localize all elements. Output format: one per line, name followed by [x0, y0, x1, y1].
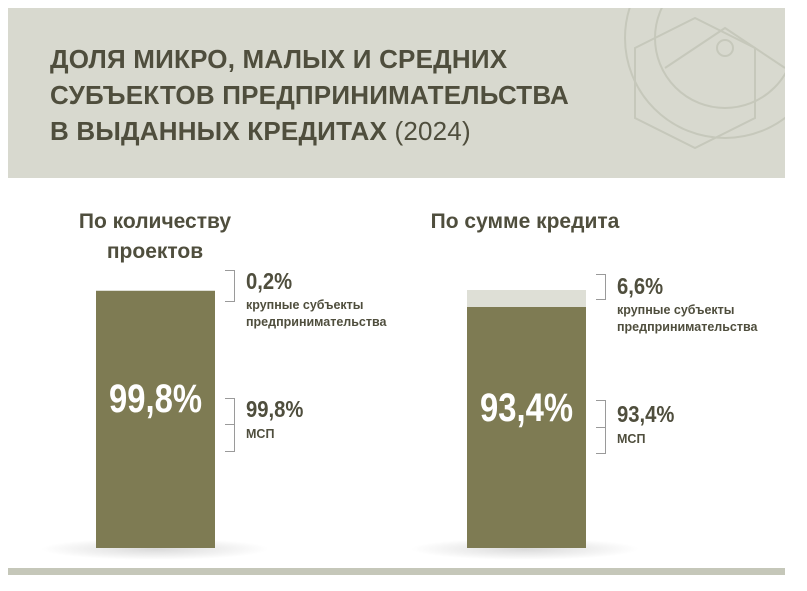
ornament-icon — [624, 8, 785, 150]
bar-segment-large — [96, 290, 215, 291]
bar-segment-large — [467, 290, 586, 308]
bracket-large — [596, 274, 606, 300]
bar-segment-msp — [96, 290, 215, 548]
value-msp: 99,8% — [246, 396, 304, 422]
bracket-msp-tick — [225, 424, 234, 425]
value-large: 6,6% — [617, 273, 664, 299]
chart-title: По количеству проектов — [78, 210, 232, 263]
value-large: 0,2% — [246, 268, 293, 294]
footer-divider — [8, 568, 785, 575]
bracket-msp-tick — [596, 427, 605, 428]
desc-msp: МСП — [246, 427, 275, 441]
desc-msp: МСП — [617, 432, 646, 446]
bar-value-label: 99,8% — [108, 376, 202, 421]
bracket-msp — [225, 398, 235, 452]
stacked-bar: 99,8% — [96, 290, 215, 548]
bracket-msp — [596, 400, 606, 454]
page-title: ДОЛЯ МИКРО, МАЛЫХ И СРЕДНИХ СУБЪЕКТОВ ПР… — [50, 44, 570, 146]
title-year: (2024) — [394, 116, 471, 146]
chart-title: По сумме кредита — [430, 210, 620, 233]
header-banner: ДОЛЯ МИКРО, МАЛЫХ И СРЕДНИХ СУБЪЕКТОВ ПР… — [8, 8, 785, 178]
desc-large: крупные субъекты предпринимательства — [617, 303, 758, 334]
bar-segment-msp — [467, 307, 586, 548]
stacked-bar: 93,4% — [467, 290, 586, 548]
bracket-large — [225, 270, 235, 302]
value-msp: 93,4% — [617, 401, 675, 427]
bar-value-label: 93,4% — [479, 386, 573, 431]
desc-large: крупные субъекты предпринимательства — [246, 298, 387, 329]
